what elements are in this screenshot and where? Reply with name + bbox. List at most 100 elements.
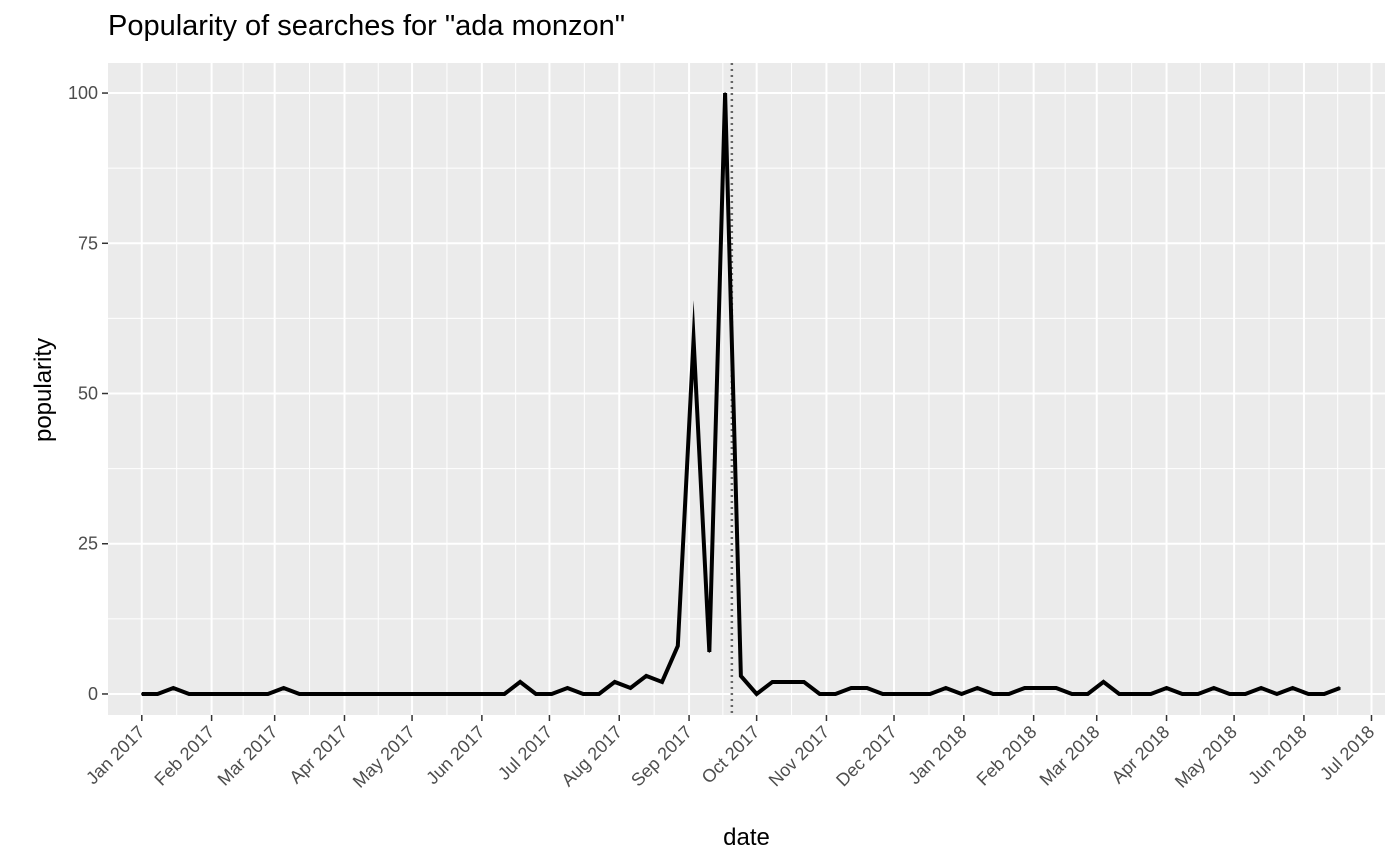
minor-gridlines (108, 63, 1385, 715)
data-point (1213, 687, 1215, 689)
data-point (1197, 693, 1199, 695)
data-point (408, 693, 411, 695)
data-point (613, 681, 616, 683)
data-point (1260, 687, 1262, 689)
data-point (629, 687, 632, 689)
data-point (550, 693, 553, 695)
x-tick-label: Jun 2018 (1244, 722, 1311, 789)
data-point (472, 693, 474, 695)
data-point (1008, 693, 1010, 695)
data-point (1339, 687, 1341, 689)
x-tick-label: Aug 2017 (557, 722, 626, 791)
data-point (1165, 687, 1168, 689)
data-point (897, 693, 900, 695)
data-point (834, 693, 837, 695)
data-point (692, 338, 695, 341)
data-point (960, 693, 963, 695)
data-point (503, 693, 506, 695)
data-point (1118, 693, 1121, 695)
data-point (156, 693, 159, 695)
data-point (1039, 687, 1042, 689)
data-point (645, 675, 648, 677)
data-point (535, 693, 537, 695)
data-point (1276, 693, 1278, 695)
x-tick-label: Feb 2018 (973, 722, 1041, 790)
data-point (1181, 693, 1184, 695)
data-point (1086, 693, 1089, 695)
x-tick-label: Mar 2018 (1036, 722, 1104, 790)
data-point (1323, 693, 1325, 695)
data-point (850, 687, 853, 689)
data-point (1244, 693, 1247, 695)
x-tick-label: Nov 2017 (765, 722, 834, 791)
data-point (1149, 693, 1152, 695)
data-point (424, 693, 427, 695)
x-tick-label: Jul 2017 (494, 722, 556, 784)
data-point (1134, 693, 1136, 695)
y-tick-label: 0 (88, 684, 98, 704)
y-axis-label: popularity (30, 337, 57, 443)
data-point (740, 675, 742, 677)
data-point (204, 693, 206, 695)
data-point (487, 693, 490, 695)
x-tick-label: Dec 2017 (832, 722, 901, 791)
data-point (314, 693, 317, 695)
data-point (235, 693, 238, 695)
x-tick-label: May 2018 (1171, 722, 1241, 792)
data-point (598, 693, 600, 695)
data-point (929, 693, 931, 695)
data-point (661, 681, 663, 683)
data-point (282, 687, 285, 689)
data-point (1102, 681, 1105, 683)
data-point (345, 693, 348, 695)
data-point (992, 693, 994, 695)
data-point (330, 693, 332, 695)
x-tick-label: Jul 2018 (1316, 722, 1378, 784)
data-point (188, 693, 190, 695)
data-point (393, 693, 395, 695)
y-tick-label: 50 (78, 384, 98, 404)
data-point (708, 651, 711, 653)
data-point (456, 693, 458, 695)
data-point (566, 687, 569, 689)
data-point (724, 92, 726, 94)
y-tick-label: 75 (78, 233, 98, 253)
series-layer (140, 92, 1341, 697)
data-point (377, 693, 380, 695)
x-tick-label: Jun 2017 (422, 722, 489, 789)
x-tick-label: Apr 2018 (1108, 722, 1174, 788)
data-point (818, 693, 821, 695)
data-point (913, 693, 916, 695)
x-tick-label: Mar 2017 (214, 722, 282, 790)
data-point (1071, 693, 1073, 695)
data-point (140, 693, 143, 695)
x-tick-label: Jan 2018 (904, 722, 971, 789)
x-tick-label: Sep 2017 (627, 722, 696, 791)
data-point (945, 687, 947, 689)
x-tick-label: May 2017 (349, 722, 419, 792)
data-point (1228, 693, 1231, 695)
data-point (1307, 693, 1310, 695)
data-point (755, 693, 758, 695)
major-gridlines (108, 63, 1385, 715)
y-axis: 0 25 50 75 100 (68, 83, 108, 704)
data-point (298, 693, 301, 695)
data-point (803, 681, 805, 683)
data-point (219, 693, 222, 695)
x-tick-label: Feb 2017 (151, 722, 219, 790)
data-point (251, 693, 253, 695)
chart-title: Popularity of searches for "ada monzon" (108, 10, 626, 42)
data-point (866, 687, 868, 689)
data-point (976, 687, 979, 689)
data-point (582, 693, 585, 695)
data-point (519, 681, 521, 683)
x-tick-label: Oct 2017 (698, 722, 764, 788)
y-tick-label: 25 (78, 534, 98, 554)
data-point (677, 645, 679, 647)
data-point (1055, 687, 1057, 689)
data-point (787, 681, 789, 683)
data-point (361, 693, 364, 695)
data-point (440, 693, 443, 695)
